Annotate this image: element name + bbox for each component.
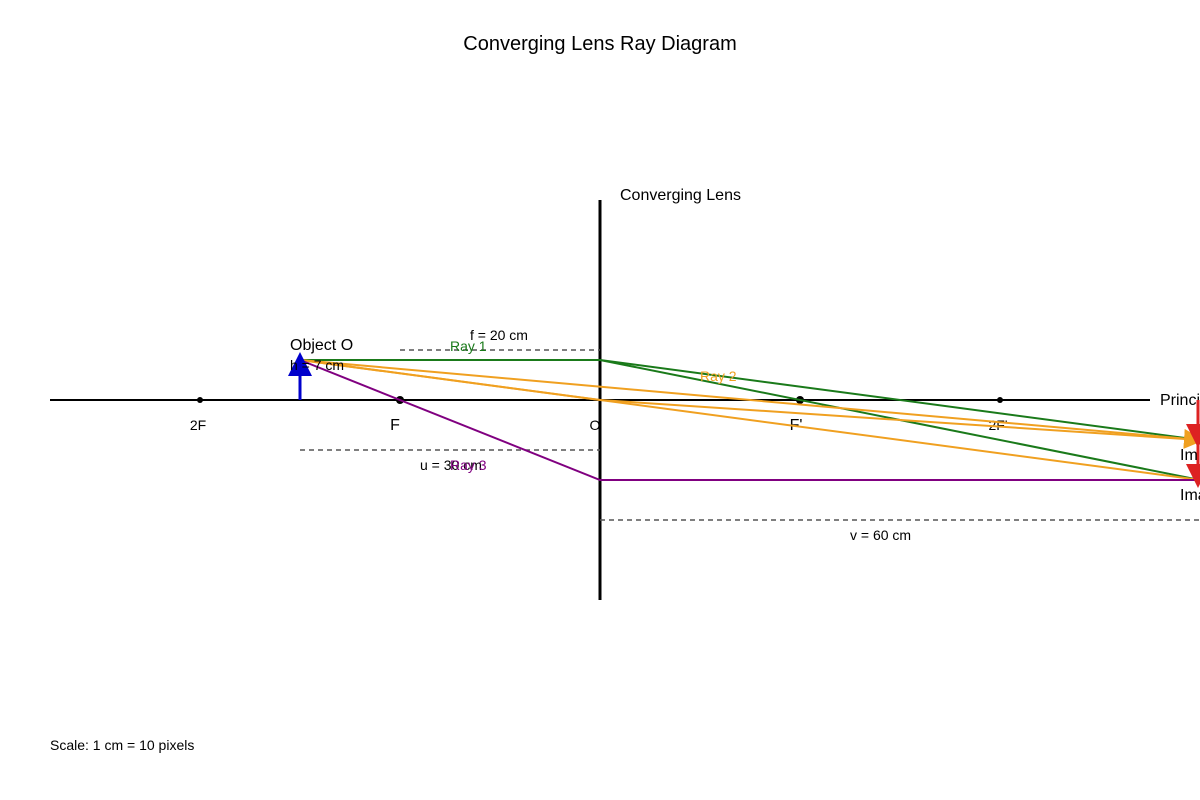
object-height-label: h = 7 cm [290,357,344,373]
ray-2-label: Ray 2 [700,368,737,384]
image-label-upper: Im [1180,447,1198,464]
point-2f-prime [997,397,1003,403]
principal-axis-label: Principal Axis [1160,392,1200,409]
ray-3-path [299,359,1200,481]
label-f: F [390,417,400,434]
label-optical-center: O [590,417,601,433]
ray-1-label: Ray 1 [450,338,487,354]
point-2f [197,397,203,403]
object-distance-label: u = 30 cm [420,457,482,473]
label-2f: 2F [190,417,206,433]
focal-length-label: f = 20 cm [470,327,528,343]
lens-label: Converging Lens [620,187,741,204]
label-2f-prime: 2F' [988,417,1007,433]
ray-2-tertiary [299,359,1200,441]
ray-1-secondary [599,359,1200,441]
image-label-lower: Ima [1180,487,1200,504]
object-label: Object O [290,337,353,354]
scale-note: Scale: 1 cm = 10 pixels [50,737,194,753]
diagram-title: Converging Lens Ray Diagram [463,33,736,55]
image-distance-label: v = 60 cm [850,527,911,543]
ray-3-label: Ray 3 [450,457,487,473]
ray-2-secondary [299,359,1200,449]
